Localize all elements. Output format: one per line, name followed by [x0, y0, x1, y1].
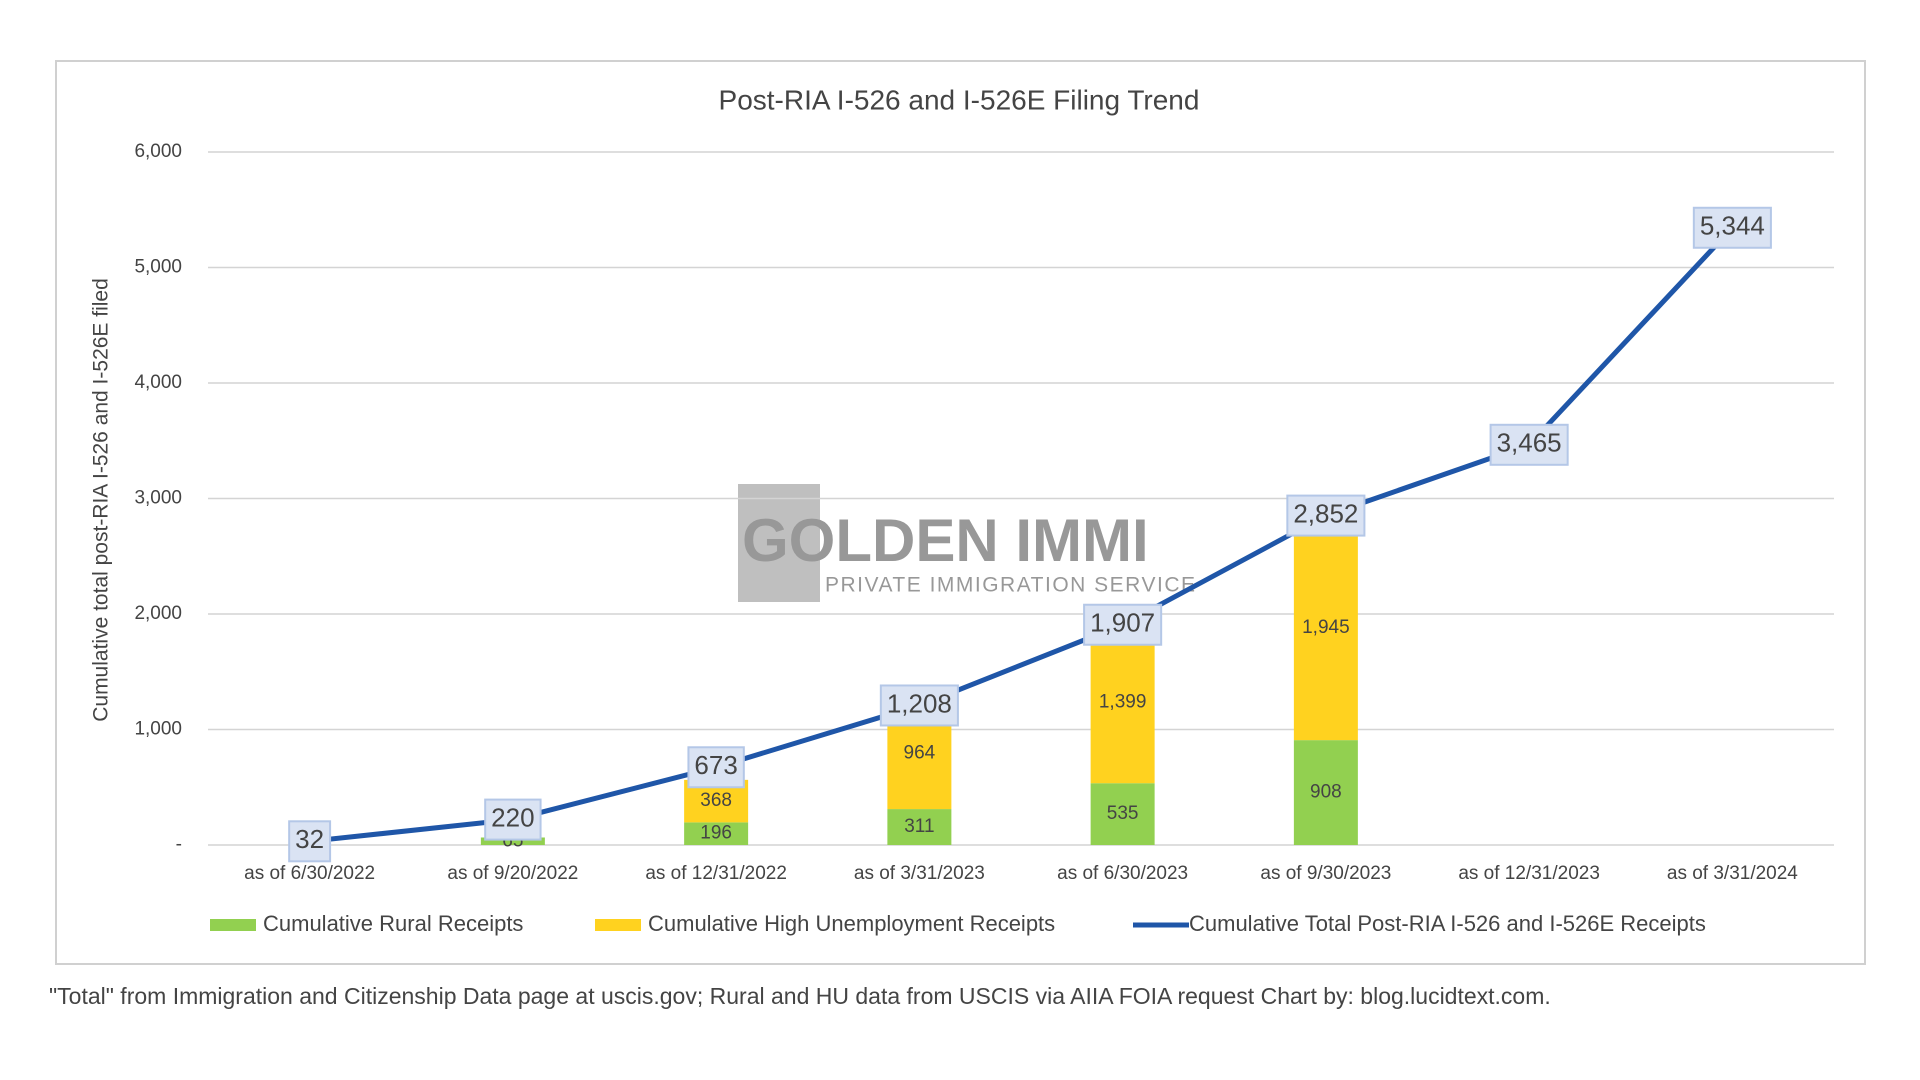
bar [1293, 740, 1358, 845]
line-value-label: 32 [295, 824, 324, 854]
chart-title: Post-RIA I-526 and I-526E Filing Trend [719, 84, 1200, 115]
line-value-box: 1,208 [879, 684, 959, 727]
bar-value-label: 311 [904, 816, 934, 837]
bar [1090, 783, 1155, 845]
line-value-box-bg [1083, 603, 1163, 646]
y-tick-label: 4,000 [134, 372, 182, 393]
watermark-subtitle: PRIVATE IMMIGRATION SERVICE [825, 574, 1197, 597]
bar-value-label: 535 [1107, 803, 1139, 824]
bar [1293, 515, 1358, 741]
x-tick-label: as of 3/31/2024 [1667, 863, 1798, 884]
y-tick-label: 5,000 [134, 257, 182, 278]
x-tick-label: as of 9/20/2022 [447, 863, 578, 884]
line-value-label: 5,344 [1700, 211, 1765, 241]
bar-value-label: 964 [904, 742, 936, 763]
y-tick-label: 1,000 [134, 719, 182, 740]
line-value-box: 32 [288, 820, 332, 863]
line-value-box: 1,907 [1083, 603, 1163, 646]
x-tick-label: as of 3/31/2023 [854, 863, 985, 884]
x-tick-label: as of 9/30/2023 [1260, 863, 1391, 884]
line-value-box: 2,852 [1286, 494, 1366, 537]
legend-label: Cumulative High Unemployment Receipts [648, 911, 1055, 936]
legend-label: Cumulative Total Post-RIA I-526 and I-52… [1189, 911, 1706, 936]
line-value-box: 673 [687, 746, 745, 789]
line-value-label: 2,852 [1293, 498, 1358, 528]
line-value-label: 220 [491, 802, 534, 832]
legend-swatch [210, 919, 256, 931]
y-axis-label: Cumulative total post-RIA I-526 and I-52… [90, 278, 113, 722]
footnote: "Total" from Immigration and Citizenship… [49, 983, 1551, 1009]
line-value-label: 673 [694, 750, 737, 780]
line-value-box-bg [1489, 423, 1569, 466]
watermark-title: GOLDEN IMMI [742, 507, 1149, 574]
line-value-box-bg [484, 798, 542, 841]
x-tick-label: as of 6/30/2022 [244, 863, 375, 884]
legend-label: Cumulative Rural Receipts [263, 911, 523, 936]
line-value-label: 3,465 [1497, 428, 1562, 458]
line-value-box-bg [288, 820, 332, 863]
y-tick-label: 6,000 [134, 141, 182, 162]
bar-value-label: 908 [1310, 782, 1342, 803]
bar [1090, 621, 1155, 784]
bar [480, 837, 545, 845]
bar [887, 809, 952, 845]
line-value-label: 1,907 [1090, 608, 1155, 638]
y-tick-label: 3,000 [134, 488, 182, 509]
line-value-box: 220 [484, 798, 542, 841]
line-value-box-bg [687, 746, 745, 789]
line-value-box-bg [1286, 494, 1366, 537]
chart-frame [55, 60, 1866, 965]
watermark-logo [738, 484, 820, 602]
y-tick-label: - [176, 834, 182, 855]
line-value-label: 1,208 [887, 688, 952, 718]
bar-value-label: 1,399 [1099, 691, 1147, 712]
bar-value-label: 1,945 [1302, 617, 1350, 638]
x-tick-label: as of 6/30/2023 [1057, 863, 1188, 884]
line-value-box-bg [1692, 206, 1772, 249]
line-value-box: 5,344 [1692, 206, 1772, 249]
x-tick-label: as of 12/31/2022 [645, 863, 787, 884]
bar-value-label: 368 [700, 790, 732, 811]
y-tick-label: 2,000 [134, 603, 182, 624]
bar-value-label: 196 [700, 823, 732, 844]
line-value-box-bg [879, 684, 959, 727]
legend-swatch [595, 919, 641, 931]
bar [684, 822, 749, 845]
line-value-box: 3,465 [1489, 423, 1569, 466]
x-tick-label: as of 12/31/2023 [1458, 863, 1600, 884]
